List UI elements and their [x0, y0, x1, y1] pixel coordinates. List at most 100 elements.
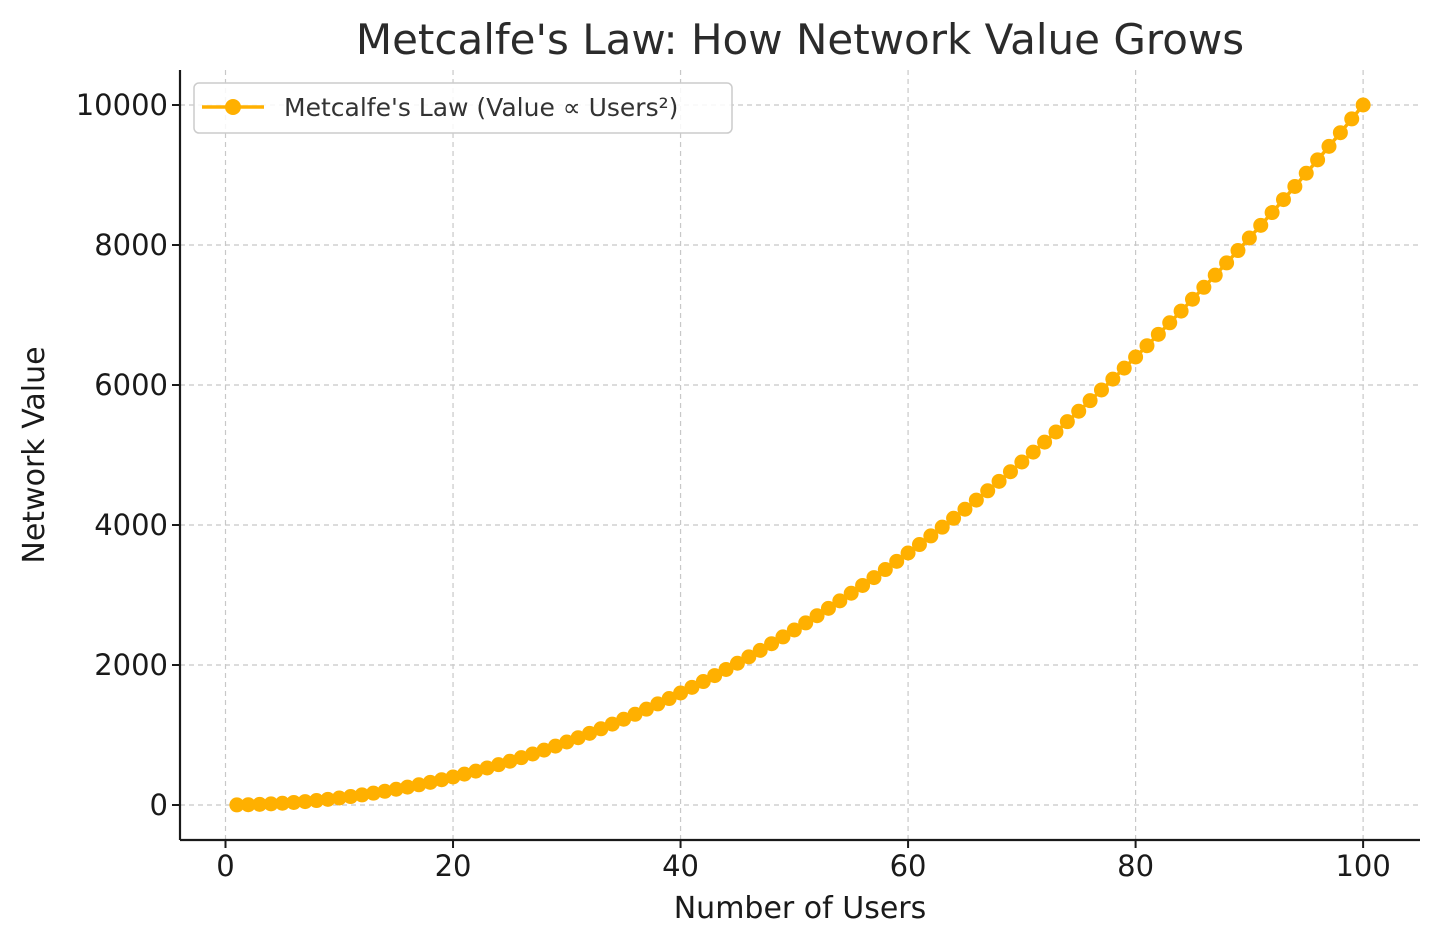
data-point[interactable] — [1264, 205, 1280, 221]
data-point[interactable] — [775, 629, 791, 645]
data-point[interactable] — [1275, 192, 1291, 208]
data-point[interactable] — [479, 760, 495, 776]
data-point[interactable] — [1355, 97, 1371, 113]
data-point[interactable] — [1139, 338, 1155, 354]
data-point[interactable] — [638, 701, 654, 717]
data-point[interactable] — [889, 553, 905, 569]
data-point[interactable] — [946, 510, 962, 526]
data-point[interactable] — [1310, 152, 1326, 168]
data-point[interactable] — [741, 649, 757, 665]
data-point[interactable] — [570, 730, 586, 746]
data-point[interactable] — [786, 622, 802, 638]
data-point[interactable] — [604, 716, 620, 732]
data-point[interactable] — [1150, 326, 1166, 342]
data-point[interactable] — [240, 797, 256, 813]
data-point[interactable] — [1298, 165, 1314, 181]
data-point[interactable] — [877, 562, 893, 578]
data-point[interactable] — [593, 721, 609, 737]
data-point[interactable] — [911, 537, 927, 553]
data-point[interactable] — [1059, 414, 1075, 430]
data-point[interactable] — [502, 753, 518, 769]
data-point[interactable] — [1093, 382, 1109, 398]
data-point[interactable] — [991, 473, 1007, 489]
data-point[interactable] — [695, 674, 711, 690]
data-point[interactable] — [434, 772, 450, 788]
data-point[interactable] — [263, 796, 279, 812]
data-point[interactable] — [616, 711, 632, 727]
data-point[interactable] — [274, 795, 290, 811]
data-point[interactable] — [707, 668, 723, 684]
data-point[interactable] — [1332, 125, 1348, 141]
data-point[interactable] — [286, 794, 302, 810]
data-point[interactable] — [365, 785, 381, 801]
data-point[interactable] — [388, 781, 404, 797]
data-point[interactable] — [1025, 444, 1041, 460]
data-point[interactable] — [354, 787, 370, 803]
data-point[interactable] — [582, 725, 598, 741]
data-point[interactable] — [957, 501, 973, 517]
data-point[interactable] — [1037, 434, 1053, 450]
data-point[interactable] — [923, 528, 939, 544]
data-point[interactable] — [229, 797, 245, 813]
data-point[interactable] — [1321, 138, 1337, 154]
data-point[interactable] — [809, 608, 825, 624]
data-point[interactable] — [525, 746, 541, 762]
data-point[interactable] — [1253, 217, 1269, 233]
data-point[interactable] — [547, 738, 563, 754]
data-point[interactable] — [1173, 303, 1189, 319]
data-point[interactable] — [855, 577, 871, 593]
data-point[interactable] — [309, 793, 325, 809]
data-point[interactable] — [1219, 255, 1235, 271]
legend[interactable]: Metcalfe's Law (Value ∝ Users²) — [193, 82, 733, 134]
data-point[interactable] — [718, 661, 734, 677]
data-point[interactable] — [650, 696, 666, 712]
data-point[interactable] — [1162, 315, 1178, 331]
data-point[interactable] — [297, 794, 313, 810]
data-point[interactable] — [684, 679, 700, 695]
data-point[interactable] — [343, 789, 359, 805]
data-point[interactable] — [400, 779, 416, 795]
data-point[interactable] — [661, 691, 677, 707]
data-point[interactable] — [729, 655, 745, 671]
data-point[interactable] — [1207, 267, 1223, 283]
data-point[interactable] — [456, 766, 472, 782]
data-point[interactable] — [377, 783, 393, 799]
data-point[interactable] — [536, 742, 552, 758]
data-point[interactable] — [1287, 178, 1303, 194]
data-point[interactable] — [1196, 279, 1212, 295]
data-point[interactable] — [820, 600, 836, 616]
data-point[interactable] — [422, 774, 438, 790]
data-point[interactable] — [468, 763, 484, 779]
data-point[interactable] — [673, 685, 689, 701]
data-point[interactable] — [1344, 111, 1360, 127]
data-point[interactable] — [320, 791, 336, 807]
data-point[interactable] — [934, 519, 950, 535]
data-point[interactable] — [252, 796, 268, 812]
data-point[interactable] — [411, 777, 427, 793]
data-point[interactable] — [1105, 371, 1121, 387]
data-point[interactable] — [843, 585, 859, 601]
data-point[interactable] — [331, 790, 347, 806]
data-point[interactable] — [866, 570, 882, 586]
data-point[interactable] — [968, 492, 984, 508]
data-point[interactable] — [764, 636, 780, 652]
data-point[interactable] — [513, 750, 529, 766]
data-point[interactable] — [1230, 243, 1246, 259]
data-point[interactable] — [1116, 360, 1132, 376]
data-point[interactable] — [798, 615, 814, 631]
data-point[interactable] — [559, 734, 575, 750]
data-point[interactable] — [752, 642, 768, 658]
data-point[interactable] — [1184, 291, 1200, 307]
data-point[interactable] — [445, 769, 461, 785]
data-point[interactable] — [627, 706, 643, 722]
data-point[interactable] — [1082, 393, 1098, 409]
data-point[interactable] — [1002, 464, 1018, 480]
data-point[interactable] — [832, 593, 848, 609]
data-point[interactable] — [1241, 230, 1257, 246]
data-point[interactable] — [900, 545, 916, 561]
data-point[interactable] — [491, 757, 507, 773]
data-point[interactable] — [1128, 349, 1144, 365]
data-point[interactable] — [1071, 403, 1087, 419]
data-point[interactable] — [980, 483, 996, 499]
data-point[interactable] — [1048, 424, 1064, 440]
